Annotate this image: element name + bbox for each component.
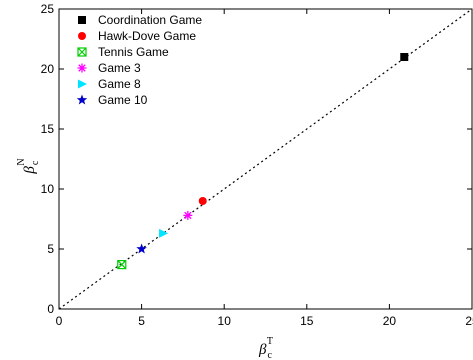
x-tick-label: 5 [138,314,145,328]
data-point [117,260,127,270]
x-axis-title-sub: c [267,350,272,360]
data-point [400,53,409,61]
y-axis-title-sup: N [16,158,27,165]
legend-marker [78,79,87,89]
legend-marker [76,94,88,105]
y-tick-label: 15 [41,122,55,136]
legend-marker [77,47,87,57]
plot-frame [58,8,473,310]
y-tick-label: 25 [41,2,55,16]
y-axis-ticks: 0 5 10 15 20 25 [41,2,472,316]
data-point [136,243,147,254]
data-point [183,210,193,220]
legend: Coordination Game Hawk-Dove Game Tennis Ga… [76,13,202,107]
legend-entry-label: Game 10 [98,93,148,107]
legend-entry-label: Coordination Game [98,13,202,27]
y-axis-title-sub: c [30,160,41,165]
x-tick-label: 0 [56,314,63,328]
y-tick-label: 10 [41,182,55,196]
legend-marker [78,32,86,40]
x-tick-label: 10 [218,314,232,328]
y-axis-title-main: β [22,166,38,175]
data-point [159,228,169,238]
legend-entry-label: Tennis Game [98,45,169,59]
legend-entry-label: Hawk-Dove Game [98,29,196,43]
y-tick-label: 20 [41,62,55,76]
x-axis-title: βcT [258,336,273,360]
x-axis-title-main: β [258,342,267,358]
legend-entry-label: Game 3 [98,61,141,75]
legend-marker [78,16,86,24]
y-tick-label: 0 [47,302,54,316]
legend-marker [77,63,87,73]
legend-entry-label: Game 8 [98,77,141,91]
y-tick-label: 5 [47,242,54,256]
x-tick-label: 20 [383,314,397,328]
data-point [198,197,207,205]
x-axis-ticks: 0 5 10 15 20 25 [56,9,473,328]
data-points [117,53,409,270]
x-tick-label: 25 [465,314,473,328]
x-axis-title-sup: T [267,336,273,347]
x-tick-label: 15 [300,314,314,328]
y-axis-title: βcN [16,158,41,174]
